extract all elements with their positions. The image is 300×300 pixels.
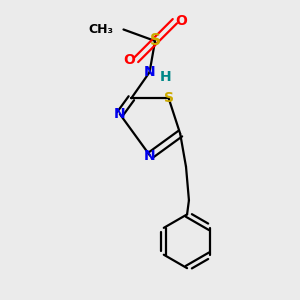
Text: N: N [114,107,126,121]
Text: O: O [176,14,188,28]
Text: H: H [159,70,171,84]
Text: N: N [144,65,155,79]
Text: N: N [144,148,156,163]
Text: S: S [164,91,174,105]
Text: S: S [150,34,160,49]
Text: CH₃: CH₃ [88,23,113,36]
Text: O: O [123,53,135,67]
